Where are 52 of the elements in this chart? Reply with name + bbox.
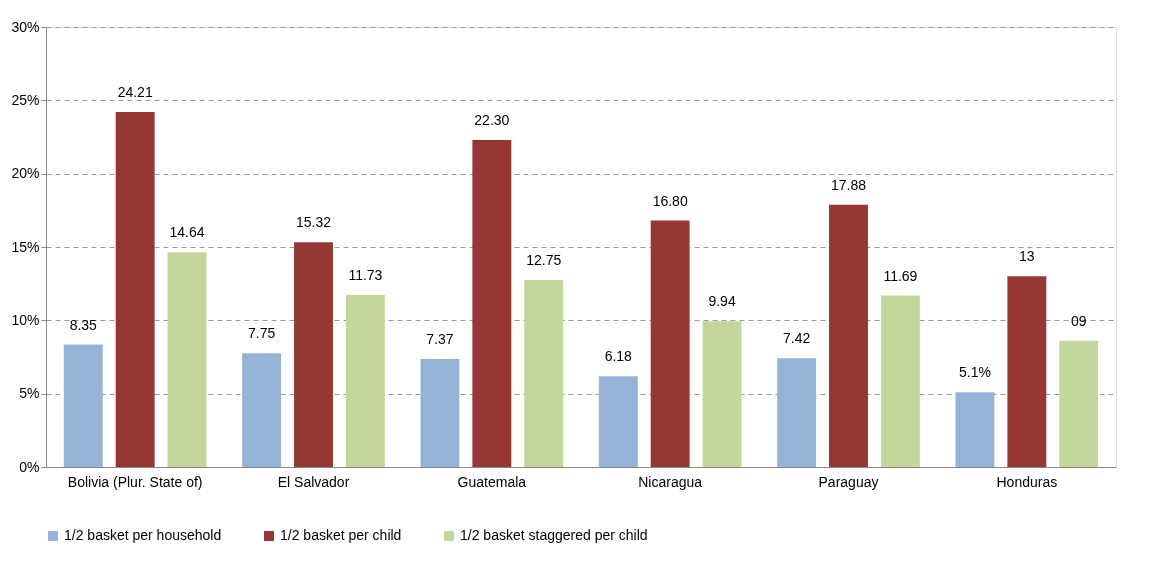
data-label: 7.37	[426, 330, 454, 347]
data-label: 11.69	[883, 267, 918, 284]
bar	[115, 111, 155, 467]
x-tick-label: Paraguay	[818, 473, 879, 490]
data-label: 15.32	[295, 214, 332, 231]
x-tick-label: Bolivia (Plur. State of)	[67, 473, 203, 490]
data-label: 8.35	[69, 316, 98, 333]
bar	[598, 376, 638, 467]
y-tick-label: 20%	[11, 165, 40, 182]
data-label: 22.30	[474, 111, 510, 128]
y-tick-label: 30%	[11, 18, 40, 35]
data-label: 7.75	[248, 325, 276, 342]
bar	[829, 204, 868, 467]
data-label: 13	[1019, 248, 1035, 265]
bar	[702, 321, 742, 467]
y-tick-label: 15%	[11, 238, 40, 255]
data-label: 11.73	[348, 266, 383, 283]
bar	[1007, 276, 1047, 467]
bar	[524, 280, 564, 467]
bar	[242, 353, 282, 467]
data-label: 24.21	[117, 83, 153, 100]
data-label: 5.1%	[958, 364, 991, 381]
data-label: 12.75	[526, 252, 562, 268]
x-tick-label: Nicaragua	[638, 473, 703, 490]
data-label: 16.80	[652, 192, 688, 209]
x-tick-label: Guatemala	[457, 473, 527, 490]
y-tick-label: 0%	[19, 458, 40, 475]
bar	[345, 294, 385, 467]
bar	[650, 220, 690, 467]
legend-label: 1/2 basket staggered per child	[460, 527, 648, 543]
bar	[420, 358, 460, 467]
bar	[955, 392, 995, 467]
data-label: 09	[1070, 312, 1087, 329]
bar	[1059, 340, 1099, 467]
data-label: 9.94	[708, 293, 736, 310]
y-tick-label: 10%	[11, 311, 40, 328]
x-tick-label: Honduras	[996, 473, 1058, 490]
bar	[472, 139, 512, 467]
bar	[880, 295, 920, 467]
data-label: 7.42	[783, 330, 811, 347]
bar	[63, 344, 103, 467]
bar	[167, 252, 207, 467]
y-tick-label: 25%	[11, 91, 40, 108]
data-label: 14.64	[169, 224, 205, 241]
data-label: 6.18	[604, 348, 633, 365]
bar	[777, 358, 817, 467]
data-label: 17.88	[830, 176, 867, 193]
bar	[294, 242, 333, 467]
legend-label: 1/2 basket per household	[64, 527, 222, 543]
y-tick-label: 5%	[19, 385, 40, 402]
x-tick-label: El Salvador	[277, 473, 350, 490]
legend-label: 1/2 basket per child	[280, 527, 402, 543]
